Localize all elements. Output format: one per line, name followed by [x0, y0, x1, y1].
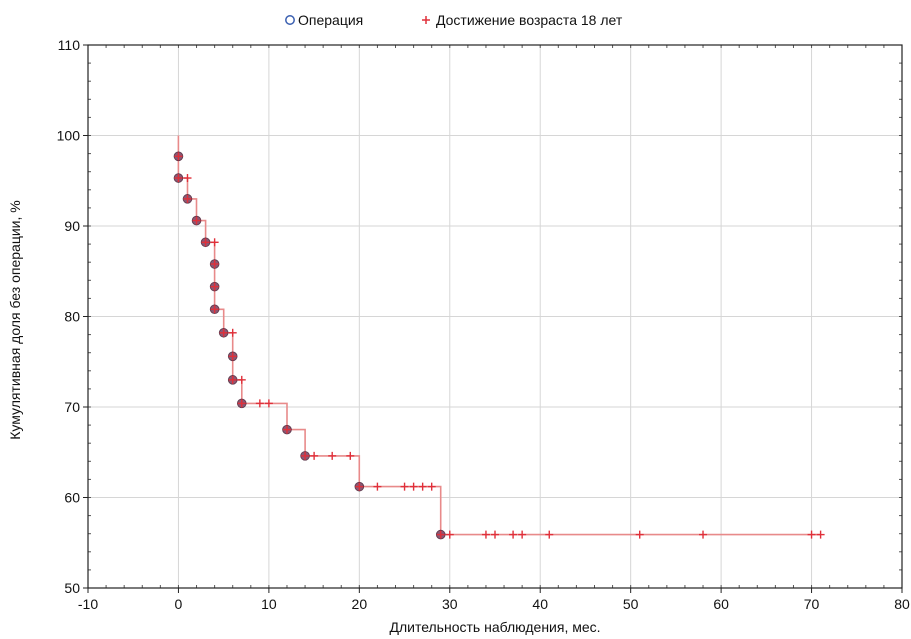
- x-tick-label: 80: [894, 596, 910, 612]
- censored-point: [816, 530, 825, 539]
- x-tick-label: 30: [442, 596, 458, 612]
- censored-point: [418, 482, 427, 491]
- censored-point: [210, 238, 219, 247]
- y-tick-label: 100: [57, 128, 81, 144]
- y-tick-label: 50: [64, 580, 80, 596]
- censored-point: [228, 375, 237, 384]
- event-markers: [173, 151, 446, 540]
- censored-point: [210, 305, 219, 314]
- legend-label-operation: Операция: [298, 12, 363, 28]
- y-tick-label: 110: [58, 37, 81, 53]
- censored-point: [183, 194, 192, 203]
- censored-point: [228, 352, 237, 361]
- censored-point: [436, 530, 445, 539]
- y-tick-label: 70: [64, 399, 80, 415]
- censored-point: [174, 174, 183, 183]
- y-axis-ticks: 50 60 70 80 90 100 110: [57, 37, 88, 596]
- censored-point: [491, 530, 499, 539]
- legend-label-age18: Достижение возраста 18 лет: [436, 12, 623, 28]
- censored-point: [210, 282, 219, 291]
- censored-point: [264, 399, 273, 408]
- censored-point: [183, 174, 192, 183]
- survival-curve-line: [177, 135, 821, 536]
- censored-point: [481, 530, 490, 539]
- y-tick-label: 90: [64, 218, 80, 234]
- censored-point: [219, 328, 228, 337]
- grid: [88, 45, 902, 588]
- x-tick-label: -10: [78, 596, 98, 612]
- legend: Операция Достижение возраста 18 лет: [285, 12, 623, 28]
- censored-point: [301, 451, 310, 460]
- censored-point: [518, 530, 527, 539]
- censored-point: [192, 216, 201, 225]
- censored-point: [346, 451, 355, 460]
- x-tick-label: 50: [623, 596, 639, 612]
- y-tick-label: 80: [64, 309, 80, 325]
- censored-point: [635, 530, 644, 539]
- x-tick-label: 10: [261, 596, 277, 612]
- censored-point: [237, 375, 246, 384]
- x-tick-label: 0: [175, 596, 183, 612]
- censored-point: [328, 451, 337, 460]
- censored-point: [409, 482, 418, 491]
- censored-point: [174, 152, 183, 161]
- x-axis-title: Длительность наблюдения, мес.: [389, 619, 600, 635]
- x-axis-ticks: -10 0 10 20 30 40 50 60 70 80: [78, 588, 910, 612]
- y-axis-title: Кумулятивная доля без операции, %: [7, 200, 23, 439]
- y-tick-label: 60: [64, 490, 80, 506]
- censored-point: [445, 530, 454, 539]
- x-tick-label: 20: [352, 596, 368, 612]
- x-tick-label: 40: [532, 596, 548, 612]
- censored-point: [282, 425, 291, 434]
- censored-point: [201, 238, 210, 247]
- censored-point: [509, 530, 518, 539]
- x-tick-label: 60: [713, 596, 729, 612]
- censored-point: [400, 482, 409, 491]
- censored-point: [310, 451, 319, 460]
- censored-point: [355, 482, 364, 491]
- censored-markers: [174, 152, 825, 539]
- censored-point: [373, 482, 382, 491]
- x-tick-label: 70: [804, 596, 820, 612]
- censored-point: [427, 482, 436, 491]
- censored-point: [545, 530, 554, 539]
- censored-point: [807, 530, 816, 539]
- survival-curve: [177, 135, 821, 536]
- censored-point: [210, 260, 219, 269]
- legend-circle-icon: [285, 15, 295, 25]
- censored-point: [228, 328, 237, 337]
- censored-point: [699, 530, 708, 539]
- legend-plus-icon: [422, 16, 430, 24]
- censored-point: [237, 399, 246, 408]
- censored-point: [255, 399, 264, 408]
